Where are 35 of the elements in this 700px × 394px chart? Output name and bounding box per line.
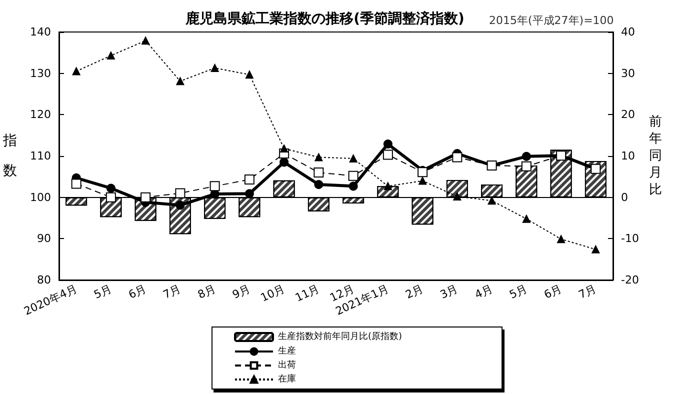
legend-label: 在庫 (278, 374, 296, 384)
x-tick-label: 4月 (472, 282, 495, 302)
x-tick-label: 7月 (576, 282, 598, 302)
y2-tick-label: 40 (621, 26, 635, 38)
y-tick-label: 140 (30, 26, 51, 38)
x-tick-label: 7月 (161, 282, 183, 302)
x-tick-label: 10月 (258, 282, 287, 304)
y-tick-label: 110 (30, 150, 51, 162)
x-tick-label: 5月 (92, 282, 114, 302)
x-tick-label: 11月 (293, 282, 322, 304)
chart-title: 鹿児島県鉱工業指数の推移(季節調整済指数) (184, 10, 464, 27)
chart-subtitle: 2015年(平成27年)=100 (489, 14, 614, 27)
y2-tick-label: 10 (621, 150, 635, 162)
x-tick-label: 9月 (230, 282, 252, 302)
y-tick-label: 100 (30, 190, 51, 204)
y2-tick-label: -10 (621, 232, 639, 246)
x-tick-label: 3月 (438, 282, 460, 302)
y-tick-label: 130 (30, 66, 51, 80)
y2-axis-title: 前年同月比 (649, 114, 662, 198)
y2-tick-label: 30 (621, 66, 635, 80)
x-tick-label: 6月 (126, 282, 148, 302)
y-tick-label: 120 (30, 108, 51, 122)
legend-label: 出荷 (278, 360, 296, 370)
x-tick-label: 6月 (542, 282, 564, 302)
y2-tick-label: 0 (621, 190, 628, 204)
y-tick-label: 80 (37, 274, 51, 286)
y2-tick-label: -20 (621, 274, 639, 286)
y2-tick-label: 20 (621, 108, 635, 122)
legend-label: 生産 (278, 346, 296, 356)
x-tick-label: 8月 (196, 282, 218, 302)
y-tick-label: 90 (37, 232, 51, 246)
x-tick-label: 5月 (507, 282, 530, 302)
y-axis-title: 指数 (2, 133, 17, 179)
legend-label: 生産指数対前年同月比(原指数) (278, 331, 402, 342)
x-tick-label: 2月 (404, 282, 426, 302)
